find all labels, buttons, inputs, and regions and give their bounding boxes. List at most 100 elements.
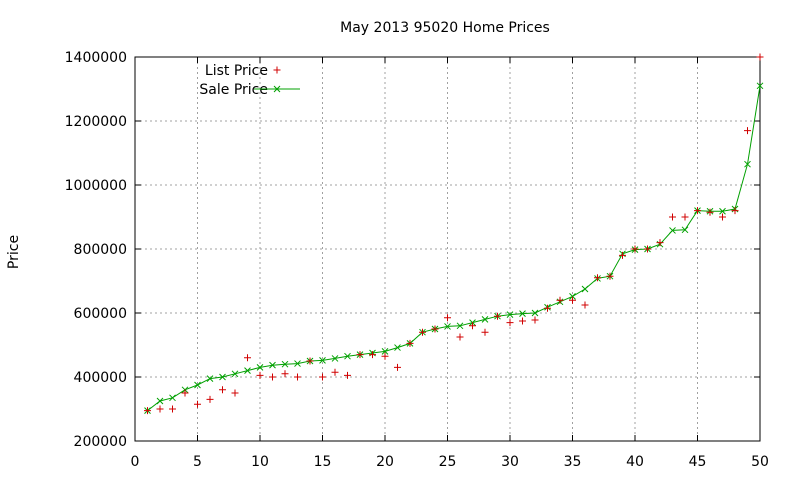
- list-price-point: [281, 370, 289, 378]
- list-price-point: [556, 296, 564, 304]
- sale-price-point: [756, 82, 764, 90]
- sale-price-point: [319, 357, 326, 364]
- sale-price-point: [231, 370, 239, 378]
- x-tick-label: 10: [251, 454, 269, 470]
- list-price-point: [531, 316, 539, 324]
- sale-price-point: [219, 373, 226, 381]
- x-tick-label: 40: [626, 454, 644, 470]
- legend-marker-sale-price: [273, 85, 281, 93]
- list-price-point: [569, 296, 576, 304]
- list-price-point: [394, 363, 401, 371]
- y-tick-label: 200000: [74, 434, 127, 450]
- x-tick-label: 5: [193, 454, 202, 470]
- list-price-point: [681, 213, 689, 221]
- sale-price-point: [381, 348, 389, 355]
- y-tick-label: 600000: [74, 306, 127, 322]
- list-price-point: [456, 333, 464, 341]
- sale-price-point: [744, 160, 751, 168]
- sale-price-point: [294, 360, 301, 367]
- list-price-point: [619, 251, 626, 259]
- sale-price-point: [394, 344, 401, 351]
- sale-price-point: [256, 364, 264, 371]
- x-tick-label: 50: [751, 454, 769, 470]
- list-price-point: [581, 301, 589, 309]
- sale-price-point: [156, 397, 164, 405]
- list-price-point: [656, 239, 664, 247]
- list-price-point: [431, 325, 439, 333]
- list-price-point: [544, 304, 551, 312]
- sale-price-point: [531, 309, 539, 317]
- list-price-point: [319, 373, 326, 381]
- sale-price-point: [444, 323, 451, 330]
- sale-price-point: [456, 322, 464, 330]
- list-price-point: [144, 407, 151, 415]
- series-layer: [144, 53, 764, 415]
- x-tick-label: 15: [314, 454, 332, 470]
- list-price-point: [269, 373, 276, 381]
- legend-label-list-price: List Price: [205, 63, 268, 79]
- x-tick-label: 35: [564, 454, 582, 470]
- sale-price-point: [206, 375, 214, 382]
- list-price-point: [381, 352, 389, 360]
- y-tick-label: 800000: [74, 242, 127, 258]
- sale-price-point: [281, 360, 289, 368]
- list-price-point: [606, 272, 614, 280]
- sale-price-point: [519, 310, 526, 317]
- axis-ticks: 200000 400000 600000 800000 1000000 1200000 14…: [65, 50, 769, 470]
- sale-price-point: [344, 352, 351, 360]
- grid-lines: [135, 57, 760, 441]
- legend-marker-list-price: [273, 66, 281, 74]
- y-tick-label: 1200000: [65, 114, 127, 130]
- sale-price-point: [506, 311, 514, 318]
- list-price-point: [331, 368, 339, 376]
- list-price-point: [706, 208, 714, 216]
- sale-price-point: [269, 361, 276, 369]
- x-tick-label: 45: [689, 454, 707, 470]
- chart-title: May 2013 95020 Home Prices: [340, 20, 550, 36]
- sale-price-point: [194, 381, 201, 389]
- sale-price-point: [481, 316, 489, 323]
- x-tick-label: 25: [439, 454, 457, 470]
- sale-price-point: [569, 293, 576, 300]
- sale-price-point: [669, 227, 676, 234]
- list-price-point: [194, 400, 201, 408]
- list-price-point: [594, 274, 601, 282]
- legend: List Price Sale Price: [199, 63, 300, 98]
- list-price-point: [219, 386, 226, 394]
- list-price-point: [744, 127, 751, 135]
- list-price-point: [306, 357, 314, 365]
- list-price-point: [356, 351, 364, 359]
- sale-price-point: [581, 285, 589, 293]
- list-price-point: [169, 405, 176, 413]
- list-price-point: [719, 213, 726, 221]
- y-tick-label: 1400000: [65, 50, 127, 66]
- x-tick-label: 30: [501, 454, 519, 470]
- list-price-point: [294, 373, 301, 381]
- list-price-point: [344, 371, 351, 379]
- list-price-point: [644, 245, 651, 253]
- list-price-point: [519, 317, 526, 325]
- sale-price-point: [169, 394, 176, 402]
- sale-price-point: [681, 226, 689, 234]
- sale-price-point: [719, 207, 726, 215]
- list-price-point: [669, 213, 676, 221]
- sale-price-line: [147, 85, 761, 411]
- list-price-point: [694, 207, 701, 215]
- x-tick-label: 0: [131, 454, 140, 470]
- list-price-point: [419, 328, 426, 336]
- y-axis-label: Price: [6, 235, 22, 269]
- y-tick-label: 400000: [74, 370, 127, 386]
- list-price-point: [506, 319, 514, 327]
- list-price-point: [494, 312, 501, 320]
- list-price-point: [231, 389, 239, 397]
- list-price-point: [206, 395, 214, 403]
- x-tick-label: 20: [376, 454, 394, 470]
- list-price-point: [244, 354, 251, 362]
- list-price-point: [631, 245, 639, 253]
- sale-price-point: [331, 355, 339, 362]
- list-price-point: [256, 371, 264, 379]
- list-price-point: [756, 53, 764, 61]
- list-price-point: [406, 339, 414, 347]
- sale-price-point: [244, 367, 251, 374]
